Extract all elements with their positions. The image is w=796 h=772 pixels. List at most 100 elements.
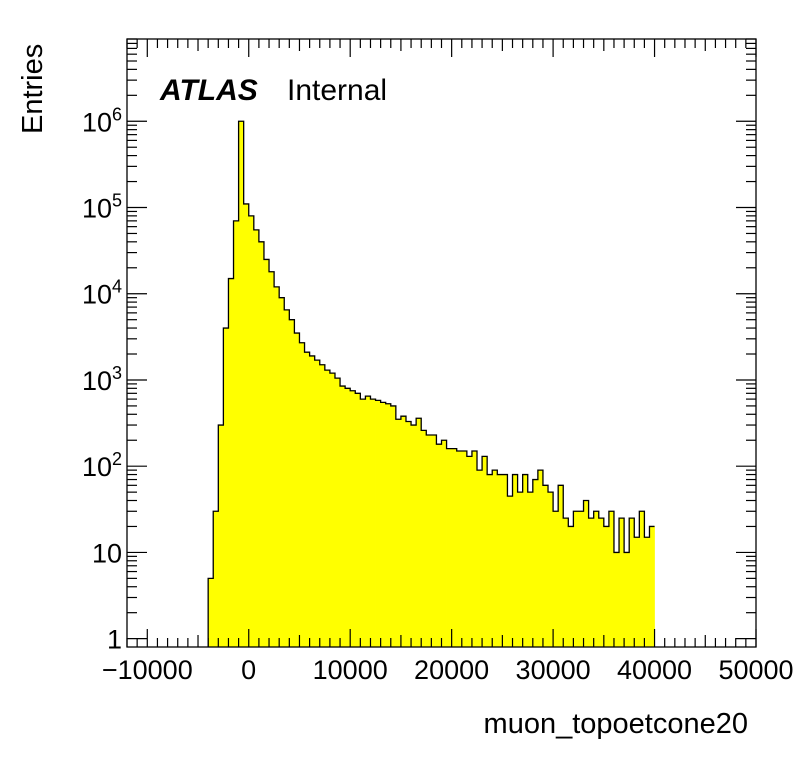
- histogram-bin: [593, 510, 600, 648]
- histogram-bin: [405, 421, 412, 648]
- histogram-bin: [420, 430, 427, 648]
- y-tick-label: 1: [107, 625, 122, 655]
- histogram-bin: [289, 319, 295, 648]
- histogram-bin: [568, 526, 574, 648]
- y-tick-labels: 1 10 102 103 104 105 106: [82, 104, 122, 654]
- histogram-bin: [294, 332, 300, 648]
- histogram-bin: [360, 398, 366, 648]
- histogram-bin: [618, 517, 625, 648]
- histogram-bin: [471, 450, 478, 648]
- histogram-bin: [603, 526, 610, 648]
- histogram-bin: [512, 474, 518, 648]
- histogram-bin: [628, 517, 635, 648]
- histogram-fill: [207, 120, 655, 648]
- histogram-bin: [339, 385, 346, 648]
- histogram-bin: [639, 510, 645, 648]
- x-tick-label: −10000: [102, 655, 193, 685]
- histogram-bin: [365, 395, 371, 648]
- histogram-bin: [491, 469, 498, 648]
- y-tick-label: 104: [82, 277, 122, 310]
- histogram-bin: [278, 297, 285, 648]
- histogram-bin: [218, 424, 224, 648]
- histogram-bin: [253, 229, 260, 648]
- histogram-bin: [481, 456, 488, 648]
- histogram-bin: [456, 450, 463, 648]
- histogram-bin: [476, 469, 483, 648]
- histogram-bin: [507, 495, 513, 648]
- x-axis-title: muon_topoetcone20: [484, 708, 748, 740]
- histogram-bin: [623, 552, 630, 648]
- x-tick-label: 50000: [718, 655, 793, 685]
- histogram-bin: [344, 388, 351, 648]
- histogram-bin: [314, 359, 321, 648]
- histogram-bin: [207, 578, 214, 648]
- x-tick-label: 40000: [617, 655, 692, 685]
- histogram-bin: [461, 450, 468, 648]
- histogram-bin: [223, 327, 229, 648]
- histogram-bin: [258, 241, 265, 648]
- histogram-bin: [263, 259, 270, 648]
- y-tick-label: 10: [92, 538, 122, 568]
- x-tick-label: 20000: [414, 655, 489, 685]
- histogram-bin: [552, 510, 559, 648]
- histogram-bin: [375, 400, 381, 648]
- x-tick-label: 10000: [313, 655, 388, 685]
- histogram-bin: [425, 434, 432, 648]
- internal-label: Internal: [287, 74, 387, 107]
- histogram-bin: [309, 355, 315, 648]
- histogram-bin: [370, 398, 376, 648]
- x-tick-label: 30000: [516, 655, 591, 685]
- histogram-bin: [496, 474, 503, 648]
- histogram-bin: [633, 536, 640, 648]
- histogram-bin: [542, 485, 549, 648]
- histogram-bin: [349, 390, 356, 648]
- histogram-bin: [644, 536, 650, 648]
- histogram-bin: [608, 510, 615, 648]
- histogram-bin: [431, 434, 437, 648]
- histogram-bin: [380, 402, 387, 648]
- histogram-bin: [324, 369, 331, 648]
- histogram-bin: [273, 286, 280, 648]
- histogram-bin: [304, 351, 310, 648]
- histogram-bin: [466, 456, 473, 648]
- histogram-bin: [212, 510, 219, 648]
- histogram-bin: [319, 364, 326, 648]
- histogram-bin: [415, 417, 422, 648]
- histogram-bin: [649, 526, 655, 648]
- histogram-bin: [390, 405, 397, 648]
- histogram-bin: [537, 469, 544, 648]
- histogram-bin: [329, 372, 336, 648]
- histogram-bin: [243, 203, 250, 648]
- histogram-bin: [613, 552, 620, 648]
- y-tick-label: 106: [82, 104, 122, 137]
- histogram-bin: [527, 491, 534, 648]
- histogram-bin: [354, 393, 361, 648]
- histogram-bin: [486, 474, 493, 648]
- atlas-label: ATLAS: [159, 74, 258, 107]
- histogram-bin: [446, 448, 452, 648]
- histogram-bin: [451, 448, 458, 648]
- histogram-bin: [228, 278, 234, 648]
- histogram-outline: [207, 120, 655, 647]
- histogram-bin: [547, 491, 554, 648]
- y-axis-title: Entries: [17, 44, 49, 134]
- histogram-bin: [400, 415, 407, 648]
- histogram-bin: [385, 403, 392, 648]
- histogram-bin: [522, 474, 529, 648]
- histogram-bin: [578, 510, 584, 648]
- histogram-bin: [299, 342, 305, 648]
- histogram-bin: [517, 491, 523, 648]
- y-tick-label: 105: [82, 191, 122, 224]
- histogram-bin: [334, 377, 341, 648]
- histogram-bin: [248, 215, 255, 648]
- histogram-bin: [436, 443, 442, 648]
- histogram-bin: [598, 517, 605, 648]
- histogram-bin: [238, 120, 244, 648]
- histogram-bin: [557, 485, 564, 648]
- y-tick-label: 103: [82, 363, 122, 396]
- histogram-bin: [410, 424, 417, 648]
- histogram-bin: [395, 418, 402, 648]
- histogram-bin: [283, 309, 290, 648]
- histogram-bin: [532, 479, 539, 648]
